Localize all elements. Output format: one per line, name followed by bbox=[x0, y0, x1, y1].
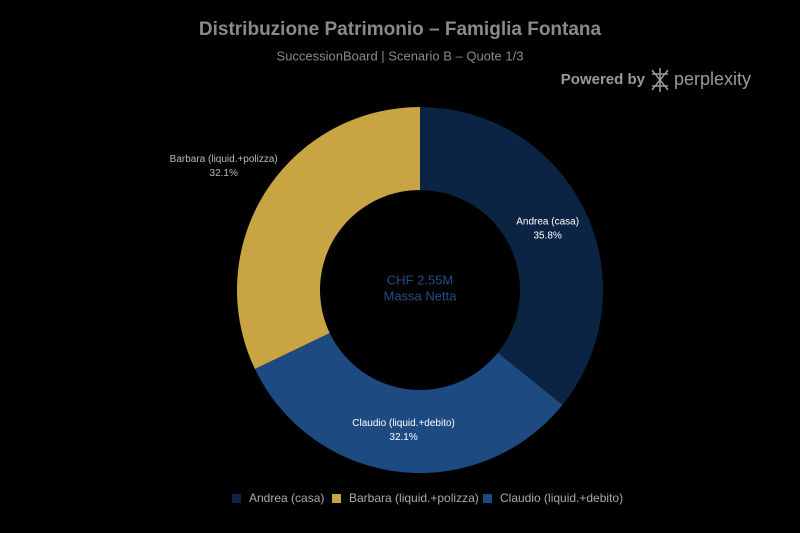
chart-title: Distribuzione Patrimonio – Famiglia Font… bbox=[199, 19, 602, 40]
legend-marker bbox=[332, 494, 341, 503]
center-text: Massa Netta bbox=[384, 288, 458, 303]
center-text: CHF 2.55M bbox=[387, 272, 453, 287]
slice-label: Andrea (casa) bbox=[516, 217, 579, 228]
branding-name: perplexity bbox=[674, 69, 751, 89]
slice-value-label: 35.8% bbox=[533, 231, 561, 242]
legend-label: Claudio (liquid.+debito) bbox=[500, 491, 623, 505]
slice bbox=[237, 107, 420, 369]
legend-label: Andrea (casa) bbox=[249, 491, 324, 505]
slice-label: Barbara (liquid.+polizza) bbox=[170, 154, 278, 165]
chart-subtitle: SuccessionBoard | Scenario B – Quote 1/3 bbox=[277, 48, 524, 63]
branding-prefix: Powered by bbox=[561, 71, 646, 88]
legend-marker bbox=[232, 494, 241, 503]
slice-value-label: 32.1% bbox=[210, 168, 238, 179]
slice-label: Claudio (liquid.+debito) bbox=[352, 418, 455, 429]
legend-marker bbox=[483, 494, 492, 503]
slice bbox=[254, 333, 563, 474]
slice-value-label: 32.1% bbox=[389, 432, 417, 443]
branding-logo bbox=[651, 68, 669, 92]
legend-label: Barbara (liquid.+polizza) bbox=[349, 491, 479, 505]
slice bbox=[420, 107, 603, 405]
